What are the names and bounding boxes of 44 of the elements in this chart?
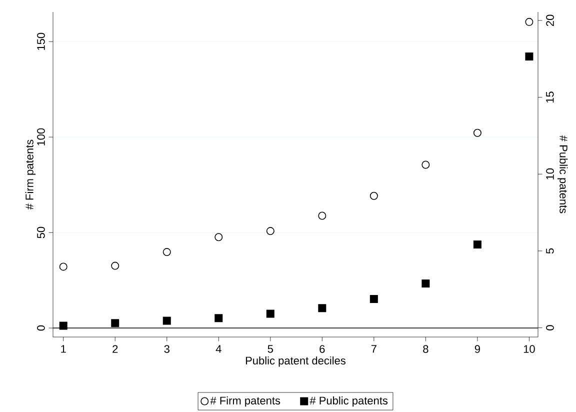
y-tick-label: 150 [37,32,45,50]
y-tick-label: 100 [37,128,45,146]
x-tick-label: 8 [423,345,428,353]
x-tick-label: 9 [474,345,480,353]
point [525,18,534,26]
y-tick-label: 50 [37,226,45,238]
y2-tick-label: 5 [546,248,554,254]
x-tick-label: 6 [320,345,325,353]
y2-tick-label: 0 [546,325,554,330]
y-tick-label: 0 [37,325,45,331]
y-axis-title: # Firm patents [25,140,36,210]
y2-tick-label: 15 [546,92,554,103]
point [59,262,68,271]
y2-tick-label: 10 [546,168,554,180]
point [111,319,120,328]
x-tick-label: 7 [371,345,376,353]
point [525,52,534,61]
x-axis-title: Public patent deciles [246,356,346,367]
x-tick-label: 3 [164,345,170,353]
point [266,227,274,236]
point [162,316,171,325]
legend-label: # Public patents [310,396,388,407]
point [318,304,326,312]
point [162,248,171,256]
point [214,233,223,242]
x-tick-label: 2 [112,345,118,353]
point [422,160,430,169]
point [266,310,274,318]
point [370,192,378,200]
point [370,295,378,304]
x-tick-label: 1 [61,345,66,353]
point [318,212,326,220]
point [473,128,482,137]
point [473,240,482,248]
point [59,322,68,330]
x-tick-label: 4 [216,345,222,353]
point [111,262,120,270]
x-tick-label: 5 [268,345,273,353]
y2-tick-label: 20 [546,14,554,26]
point [422,280,430,288]
legend-label: # Firm patents [210,396,280,407]
y2-axis-title: # Public patents [557,135,568,214]
x-tick-label: 10 [524,345,535,353]
point [214,314,223,322]
